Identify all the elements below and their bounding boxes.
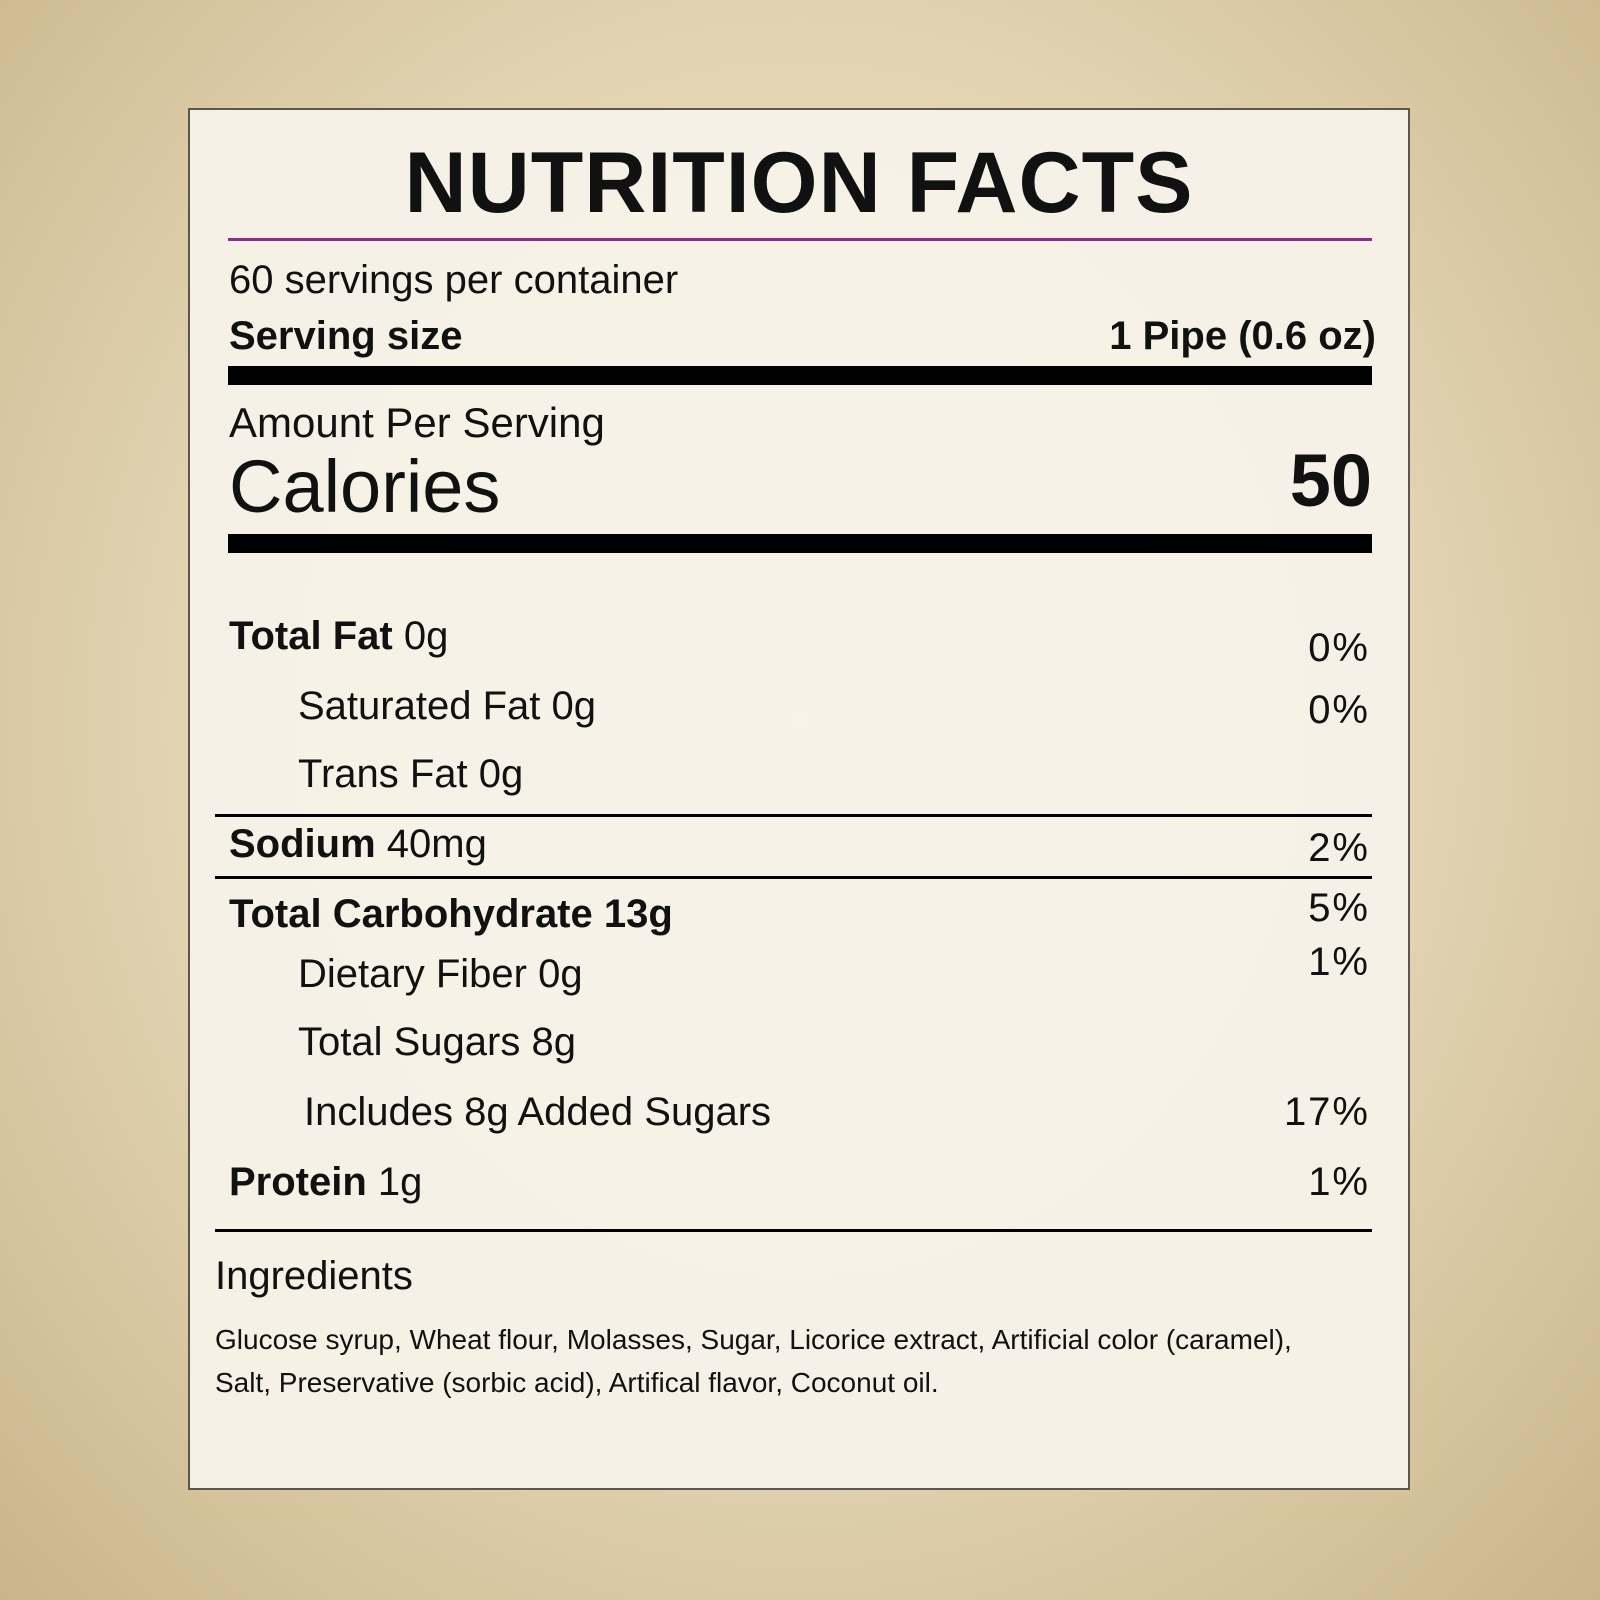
nutrient-row: Saturated Fat 0g (298, 686, 596, 726)
daily-value: 0% (1308, 626, 1370, 670)
thin-rule (215, 1229, 1372, 1232)
nutrient-amount: 0g (538, 952, 583, 996)
nutrient-row: Trans Fat 0g (298, 754, 523, 794)
thick-rule (228, 534, 1372, 553)
daily-value: 0% (1308, 688, 1370, 732)
nutrient-row: Total Fat 0g (229, 616, 448, 656)
daily-value: 5% (1308, 886, 1370, 930)
purple-rule (228, 238, 1372, 241)
calories-label: Calories (229, 445, 501, 528)
nutrient-amount: 0g (551, 684, 597, 728)
nutrient-amount: 0g (403, 614, 449, 658)
nutrient-name: Protein (229, 1160, 367, 1204)
daily-value: 1% (1308, 940, 1370, 984)
nutrient-row: Total Sugars 8g (298, 1022, 576, 1062)
thick-rule (228, 366, 1372, 385)
serving-size-value: 1 Pipe (0.6 oz) (1109, 314, 1376, 358)
thin-rule (215, 876, 1372, 879)
thin-rule (215, 814, 1372, 817)
ingredients-text: Glucose syrup, Wheat flour, Molasses, Su… (215, 1324, 1292, 1398)
amount-per-serving: Amount Per Serving (229, 399, 605, 446)
nutrient-name: Total Fat (229, 614, 393, 658)
label-panel (188, 108, 1410, 1490)
ingredients-title: Ingredients (215, 1254, 413, 1298)
nutrient-name: Saturated Fat (298, 684, 541, 728)
title: NUTRITION FACTS (404, 135, 1194, 231)
nutrient-amount: 0g (478, 752, 524, 796)
nutrient-name: Total Carbohydrate (229, 892, 593, 936)
servings: 60 servings per container (229, 258, 679, 302)
nutrient-amount: 13g (603, 892, 673, 936)
nutrient-name: Trans Fat (298, 752, 468, 796)
daily-value: 17% (1283, 1090, 1370, 1134)
daily-value: 1% (1308, 1160, 1370, 1204)
nutrient-row: Includes 8g Added Sugars (304, 1092, 771, 1132)
nutrient-amount: 1g (377, 1160, 423, 1204)
daily-value: 2% (1308, 826, 1370, 870)
nutrient-amount: 8g (531, 1020, 576, 1064)
nutrient-name: Total Sugars (298, 1020, 521, 1064)
nutrient-name: Sodium (229, 822, 376, 866)
calories-value: 50 (1289, 439, 1372, 522)
nutrient-name: Dietary Fiber (298, 952, 527, 996)
serving-size-label: Serving size (229, 314, 463, 358)
nutrient-row: Sodium 40mg (229, 824, 487, 864)
nutrient-row: Protein 1g (229, 1162, 422, 1202)
nutrient-row: Total Carbohydrate 13g (229, 894, 673, 934)
nutrient-row: Dietary Fiber 0g (298, 954, 583, 994)
nutrient-amount: 40mg (386, 822, 487, 866)
nutrient-name: Includes 8g Added Sugars (304, 1090, 772, 1134)
